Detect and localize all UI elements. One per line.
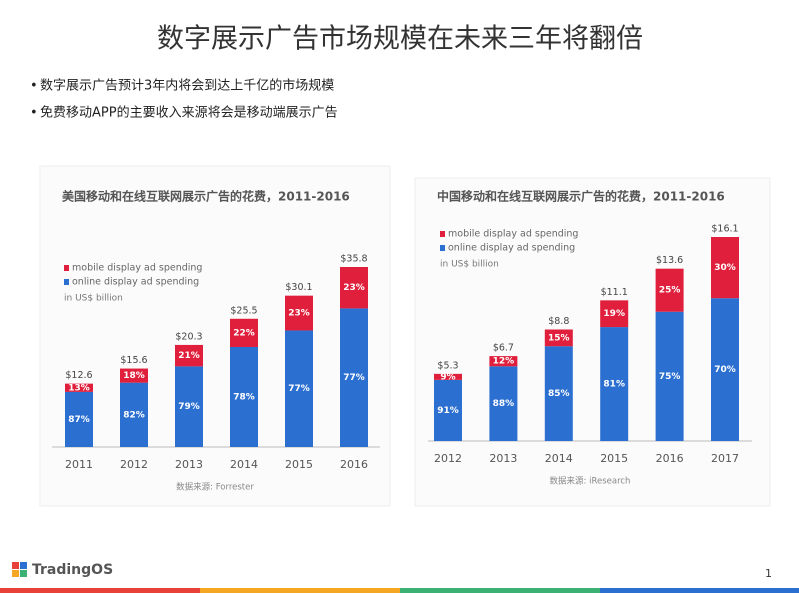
- source-label: 数据来源: Forrester: [176, 482, 254, 493]
- bottom-bar: [0, 588, 799, 593]
- segment-label: 22%: [233, 328, 255, 338]
- total-label: $8.8: [548, 316, 569, 327]
- segment-label: 19%: [603, 309, 625, 319]
- segment-label: 79%: [178, 402, 200, 412]
- bar-segment: [489, 356, 518, 367]
- total-label: $11.1: [601, 287, 628, 298]
- total-label: $12.6: [65, 370, 92, 381]
- legend-label: mobile display ad spending: [72, 263, 202, 274]
- bar-segment: [434, 379, 462, 441]
- bar-segment: [65, 383, 93, 392]
- logo-icon: [12, 562, 27, 577]
- page-number: 1: [765, 567, 772, 580]
- x-tick-label: 2016: [656, 452, 684, 465]
- bullet-dot: •: [30, 106, 38, 121]
- x-tick-label: 2015: [600, 452, 628, 465]
- total-label: $13.6: [656, 255, 683, 266]
- segment-label: 77%: [288, 384, 310, 394]
- bullet: 免费移动APP的主要收入来源将会是移动端展示广告: [40, 105, 338, 121]
- segment-label: 13%: [68, 383, 90, 393]
- bar-segment: [120, 368, 148, 383]
- segment-label: 12%: [493, 357, 515, 367]
- total-label: $5.3: [437, 360, 458, 371]
- bar-segment: [175, 366, 203, 447]
- bar-segment: [711, 298, 739, 441]
- segment-label: 18%: [123, 371, 145, 381]
- total-label: $30.1: [285, 282, 312, 293]
- segment-label: 77%: [343, 373, 365, 383]
- bar-segment: [285, 330, 313, 447]
- segment-label: 78%: [233, 392, 255, 402]
- x-tick-label: 2017: [711, 452, 739, 465]
- bar-segment: [65, 391, 93, 447]
- total-label: $35.8: [340, 254, 367, 265]
- total-label: $6.7: [493, 343, 514, 354]
- x-tick-label: 2016: [340, 458, 368, 471]
- segment-label: 25%: [659, 286, 681, 296]
- bar-segment: [230, 346, 258, 447]
- x-tick-label: 2015: [285, 458, 313, 471]
- legend-swatch: [440, 245, 445, 251]
- bar-segment: [175, 344, 203, 367]
- total-label: $20.3: [175, 331, 202, 342]
- chart-panel: [414, 177, 771, 507]
- unit-label: in US$ billion: [64, 294, 123, 304]
- x-tick-label: 2012: [434, 452, 462, 465]
- bar-segment: [434, 373, 462, 380]
- segment-label: 23%: [288, 309, 310, 319]
- x-tick-label: 2014: [545, 452, 573, 465]
- legend-swatch: [64, 265, 69, 271]
- segment-label: 75%: [659, 372, 681, 382]
- bar-segment: [340, 308, 368, 447]
- bar-segment: [230, 318, 258, 347]
- segment-label: 91%: [437, 406, 459, 416]
- segment-label: 70%: [714, 365, 736, 375]
- segment-label: 15%: [548, 333, 570, 343]
- segment-label: 9%: [440, 372, 455, 382]
- unit-label: in US$ billion: [440, 260, 499, 270]
- bar-segment: [544, 346, 573, 441]
- chart-panel: [39, 165, 391, 507]
- total-label: $25.5: [230, 305, 257, 316]
- logo-text: TradingOS: [32, 562, 113, 578]
- bullet: 数字展示广告预计3年内将会到达上千亿的市场规模: [40, 78, 334, 94]
- segment-label: 82%: [123, 410, 145, 420]
- bar-segment: [340, 267, 368, 309]
- legend-swatch: [440, 231, 445, 237]
- x-tick-label: 2012: [120, 458, 148, 471]
- bar-segment: [120, 382, 148, 447]
- bar-segment: [544, 329, 573, 347]
- segment-label: 23%: [343, 283, 365, 293]
- source-label: 数据来源: iResearch: [550, 476, 631, 487]
- segment-label: 30%: [714, 263, 736, 273]
- x-tick-label: 2011: [65, 458, 93, 471]
- bar-segment: [655, 311, 684, 441]
- legend-swatch: [64, 279, 69, 285]
- segment-label: 81%: [603, 380, 625, 390]
- total-label: $15.6: [120, 355, 147, 366]
- slide-title: 数字展示广告市场规模在未来三年将翻倍: [157, 24, 643, 55]
- bar-segment: [285, 295, 313, 331]
- chart-title: 美国移动和在线互联网展示广告的花费，2011-2016: [62, 189, 350, 204]
- x-tick-label: 2013: [489, 452, 517, 465]
- bullet-dot: •: [30, 79, 38, 94]
- bar-segment: [600, 300, 629, 328]
- segment-label: 87%: [68, 415, 90, 425]
- bar-segment: [711, 237, 739, 299]
- legend-label: online display ad spending: [448, 243, 575, 254]
- segment-label: 21%: [178, 351, 200, 361]
- x-tick-label: 2013: [175, 458, 203, 471]
- bar-segment: [655, 268, 684, 312]
- segment-label: 85%: [548, 389, 570, 399]
- total-label: $16.1: [711, 224, 738, 235]
- bar-segment: [600, 327, 629, 441]
- x-tick-label: 2014: [230, 458, 258, 471]
- segment-label: 88%: [493, 399, 515, 409]
- legend-label: online display ad spending: [72, 277, 199, 288]
- legend-label: mobile display ad spending: [448, 229, 578, 240]
- chart-title: 中国移动和在线互联网展示广告的花费，2011-2016: [437, 189, 725, 204]
- bar-segment: [489, 366, 518, 441]
